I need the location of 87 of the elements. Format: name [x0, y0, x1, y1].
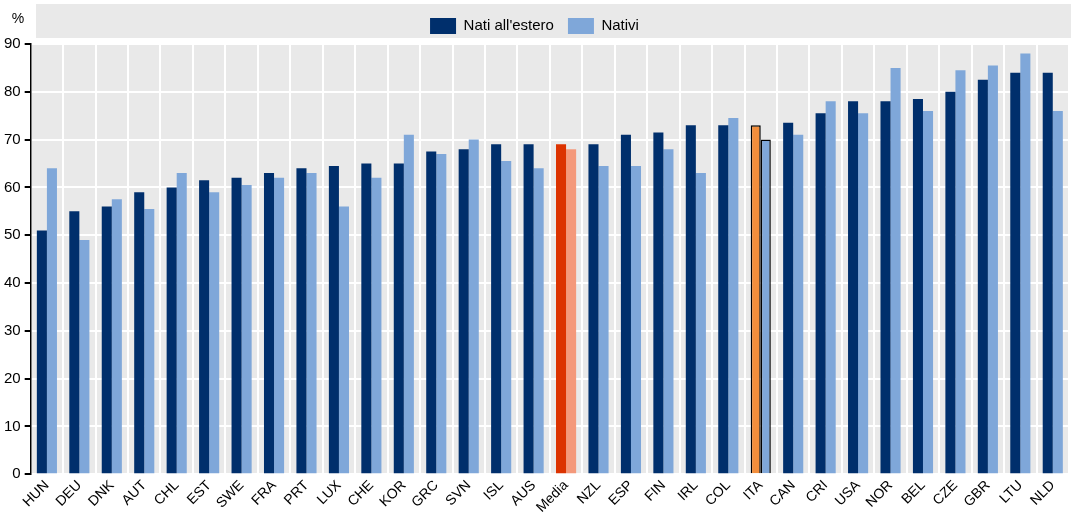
bar: [458, 149, 469, 474]
bar: [695, 173, 706, 474]
bar: [685, 125, 696, 474]
bar: [922, 110, 934, 474]
bar: [468, 139, 479, 474]
x-tick-label: USA: [831, 476, 864, 509]
bar: [815, 113, 826, 474]
bar: [825, 101, 836, 474]
bar: [436, 153, 447, 474]
x-tick-label: FIN: [640, 476, 669, 504]
bar: [912, 98, 923, 474]
bar: [718, 125, 729, 474]
bar: [1042, 72, 1053, 474]
bar: [523, 144, 534, 474]
x-tick-label: ISL: [479, 476, 507, 503]
bar: [144, 208, 155, 474]
bar: [783, 122, 794, 474]
y-tick-label: 30: [4, 320, 21, 338]
x-tick-label: CRI: [802, 476, 831, 506]
bar: [79, 239, 90, 474]
y-axis-title: %: [11, 9, 25, 26]
bar: [793, 134, 804, 474]
bar: [46, 168, 57, 474]
bar: [426, 151, 437, 474]
bar: [296, 168, 307, 474]
bar: [663, 149, 674, 474]
y-tick-label: 40: [4, 273, 21, 291]
bar: [501, 161, 512, 474]
y-tick-label: 10: [4, 416, 21, 434]
bar: [134, 192, 145, 474]
bar: [1010, 72, 1021, 474]
bar: [371, 177, 382, 474]
bar: [987, 65, 998, 474]
legend-label: Nati all'estero: [463, 16, 554, 34]
bar: [36, 230, 47, 474]
bar: [945, 91, 956, 474]
bar: [231, 177, 242, 474]
bar: [176, 173, 187, 474]
bar: [241, 185, 252, 474]
bar: [69, 211, 80, 474]
bar: [101, 206, 112, 474]
bar: [199, 180, 210, 474]
bar: [858, 113, 869, 474]
y-tick-label: 90: [4, 34, 21, 52]
bar: [306, 173, 317, 474]
bar: [588, 144, 599, 474]
y-tick-label: 20: [4, 368, 21, 386]
bar: [533, 168, 544, 474]
x-tick-label: ITA: [739, 476, 767, 503]
bar: [393, 163, 404, 474]
bar: [620, 134, 631, 474]
bar: [556, 144, 567, 474]
x-tick-label: NZL: [573, 476, 604, 507]
bar: [848, 101, 859, 474]
bar: [111, 199, 122, 474]
y-tick-label: 0: [12, 464, 21, 482]
bar: [1020, 53, 1031, 474]
x-tick-label: FRA: [247, 476, 280, 508]
bar: [630, 165, 642, 474]
bar: [880, 101, 891, 474]
bar: [274, 177, 285, 474]
bar: [977, 79, 988, 474]
bar: [890, 67, 901, 474]
bar: [403, 134, 414, 474]
bar: [328, 165, 339, 474]
bar: [166, 187, 177, 474]
bar: [955, 70, 966, 474]
y-tick-label: 60: [4, 177, 21, 195]
y-tick-label: 50: [4, 225, 21, 243]
bar: [491, 144, 502, 474]
bar: [728, 118, 739, 474]
x-tick-label: COL: [701, 476, 734, 509]
bar: [598, 165, 609, 474]
x-tick-label: IRL: [673, 476, 701, 504]
bar: [338, 206, 349, 474]
legend-label: Nativi: [601, 16, 639, 34]
x-tick-label: CHL: [150, 476, 182, 508]
bar: [263, 173, 275, 474]
bar: [653, 132, 664, 474]
bar: [209, 192, 220, 474]
bar: [1052, 110, 1063, 474]
y-tick-label: 80: [4, 81, 21, 99]
x-tick-label: BEL: [897, 476, 928, 507]
y-tick-label: 70: [4, 129, 21, 147]
bar: [566, 149, 577, 474]
bar: [361, 163, 372, 474]
x-tick-label: LTU: [995, 476, 1026, 506]
